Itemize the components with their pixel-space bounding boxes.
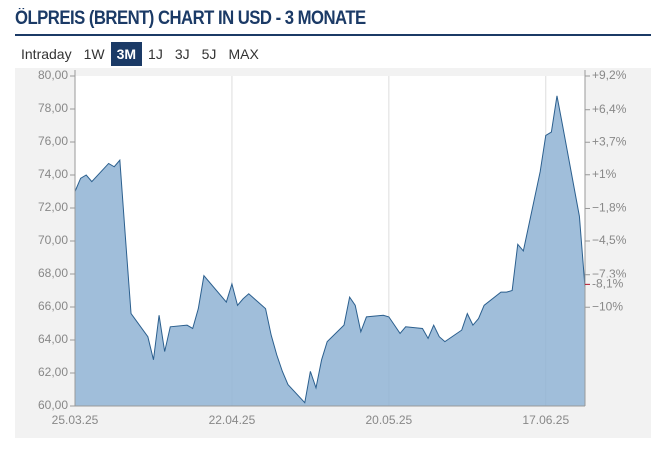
y-tick-label: 72,00 [38, 200, 68, 214]
x-tick-label: 17.06.25 [522, 413, 569, 427]
range-tab[interactable]: 5J [201, 46, 217, 62]
current-value-label: -8,1% [592, 277, 624, 291]
y2-tick-label: −4,5% [592, 233, 627, 247]
y-tick-label: 62,00 [38, 365, 68, 379]
current-label-bg [589, 277, 633, 292]
x-tick-label: 20.05.25 [365, 413, 412, 427]
range-tabs: Intraday 1W 3M 1J 3J 5J MAX [15, 42, 265, 66]
y2-tick-label: +9,2% [592, 68, 627, 82]
range-tab[interactable]: 3J [174, 46, 190, 62]
y2-tick-label: +1% [592, 167, 617, 181]
range-tab[interactable]: 3M [110, 42, 143, 66]
y2-tick-label: +6,4% [592, 102, 627, 116]
area [75, 95, 585, 407]
chart-title: ÖLPREIS (BRENT) CHART IN USD - 3 MONATE [15, 8, 366, 29]
range-tab[interactable]: MAX [228, 46, 259, 62]
y-tick-label: 74,00 [38, 167, 68, 181]
x-tick-label: 22.04.25 [209, 413, 256, 427]
y2-tick-label: −10% [592, 299, 623, 313]
y-tick-label: 76,00 [38, 134, 68, 148]
x-tick-label: 25.03.25 [52, 413, 99, 427]
y-tick-label: 60,00 [38, 398, 68, 412]
y-tick-label: 78,00 [38, 101, 68, 115]
range-tab[interactable]: 1W [83, 46, 105, 62]
y-tick-label: 64,00 [38, 332, 68, 346]
y2-tick-label: −1,8% [592, 201, 627, 215]
y-tick-label: 68,00 [38, 266, 68, 280]
y2-tick-label: +3,7% [592, 134, 627, 148]
range-tab[interactable]: Intraday [21, 46, 72, 62]
y-tick-label: 66,00 [38, 299, 68, 313]
line [74, 95, 586, 404]
range-tab[interactable]: 1J [148, 46, 163, 62]
title-rule [15, 34, 651, 36]
y-tick-label: 70,00 [38, 233, 68, 247]
y-tick-label: 80,00 [38, 68, 68, 82]
